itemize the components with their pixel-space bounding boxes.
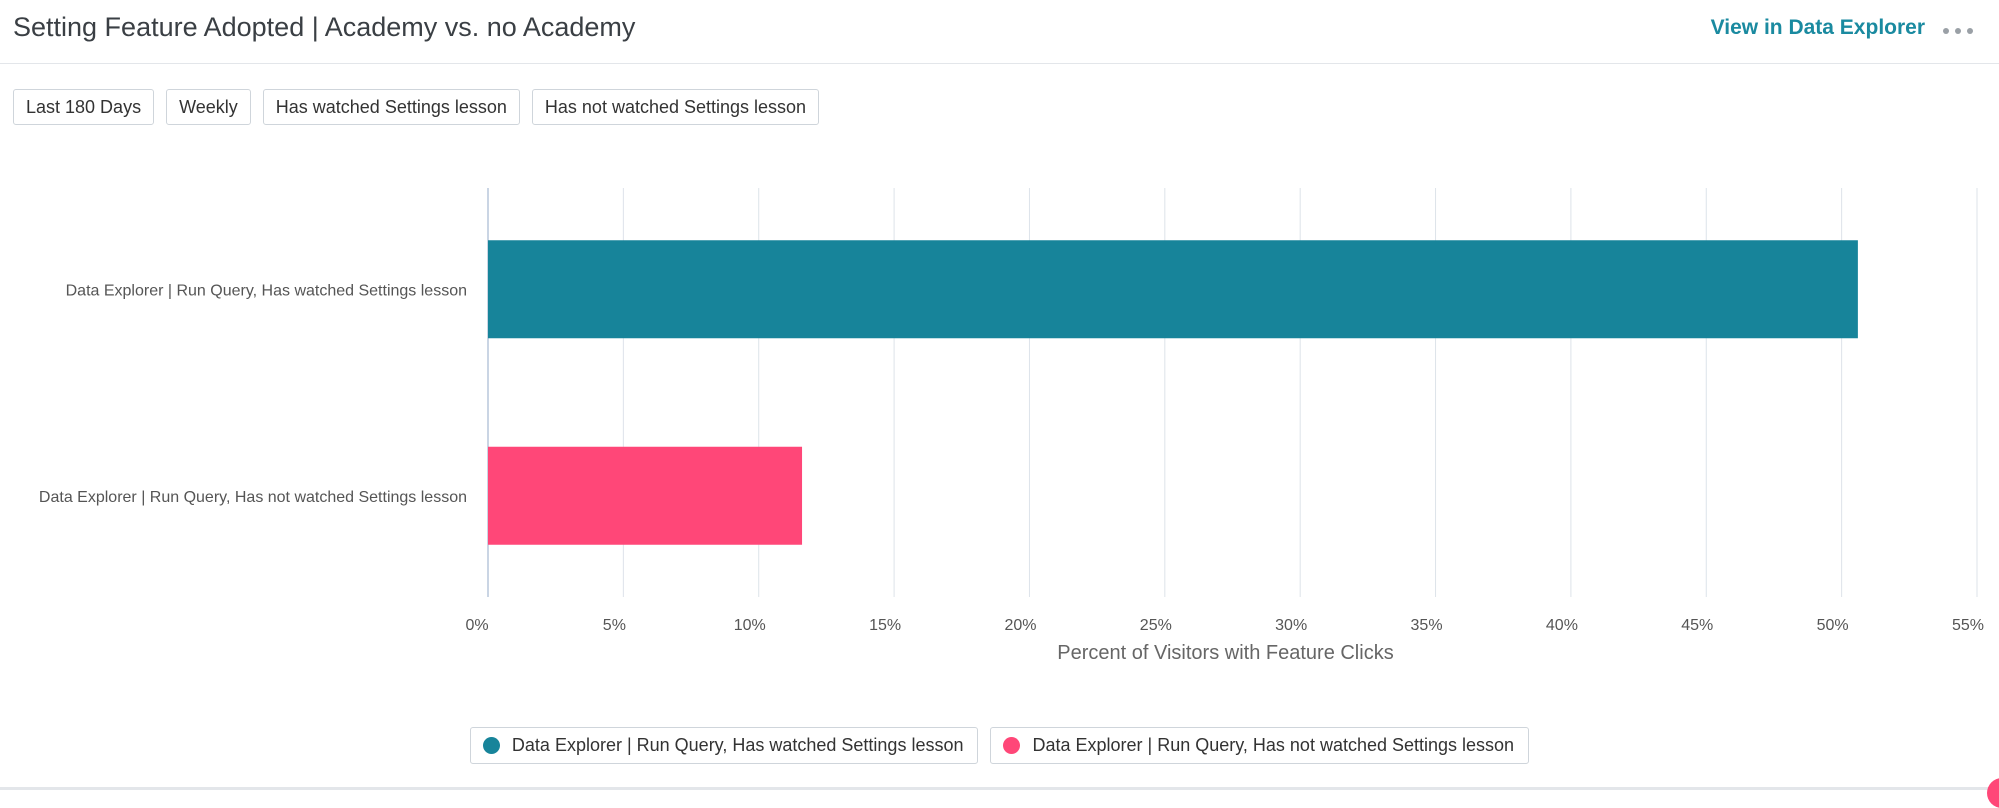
filter-interval[interactable]: Weekly (166, 89, 251, 125)
x-tick-label: 40% (1546, 617, 1578, 634)
filter-segment-watched[interactable]: Has watched Settings lesson (262, 89, 520, 125)
x-tick-label: 50% (1817, 617, 1849, 634)
legend-item-watched[interactable]: Data Explorer | Run Query, Has watched S… (469, 727, 979, 764)
filter-segment-not-watched[interactable]: Has not watched Settings lesson (531, 89, 820, 125)
more-options-icon[interactable] (1943, 28, 1973, 34)
bar-chart: 0% 5% 10% 15% 20% 25% 30% 35% 40% 45% 50% 55% Data E… (39, 188, 1984, 664)
bottom-divider (0, 787, 1999, 790)
legend-label: Data Explorer | Run Query, Has watched S… (511, 735, 964, 755)
x-tick-label: 25% (1140, 617, 1172, 634)
x-tick-label: 20% (1004, 617, 1036, 634)
x-tick-label: 30% (1275, 617, 1307, 634)
legend-dot-icon (1003, 737, 1021, 754)
filter-date-range[interactable]: Last 180 Days (13, 89, 155, 125)
x-tick-label: 45% (1681, 617, 1713, 634)
x-tick-label: 55% (1952, 617, 1984, 634)
legend-dot-icon (482, 737, 500, 754)
legend-label: Data Explorer | Run Query, Has not watch… (1032, 735, 1515, 755)
legend-item-not-watched[interactable]: Data Explorer | Run Query, Has not watch… (990, 727, 1530, 764)
x-axis-title: Percent of Visitors with Feature Clicks (1057, 642, 1393, 664)
y-category-label: Data Explorer | Run Query, Has watched S… (66, 282, 467, 299)
chart-legend: Data Explorer | Run Query, Has watched S… (0, 727, 1999, 764)
bar (488, 446, 803, 545)
x-tick-label: 0% (465, 617, 488, 634)
x-tick-label: 5% (603, 617, 626, 634)
corner-accent (1987, 778, 1999, 808)
chart-title: Setting Feature Adopted | Academy vs. no… (13, 12, 636, 42)
chart-header: Setting Feature Adopted | Academy vs. no… (0, 0, 1999, 64)
filter-bar: Last 180 Days Weekly Has watched Setting… (13, 89, 820, 125)
y-category-label: Data Explorer | Run Query, Has not watch… (39, 489, 467, 506)
x-tick-label: 35% (1411, 617, 1443, 634)
view-in-data-explorer-link[interactable]: View in Data Explorer (1710, 16, 1925, 39)
x-tick-label: 15% (869, 617, 901, 634)
bar (488, 240, 1858, 339)
x-tick-label: 10% (734, 617, 766, 634)
